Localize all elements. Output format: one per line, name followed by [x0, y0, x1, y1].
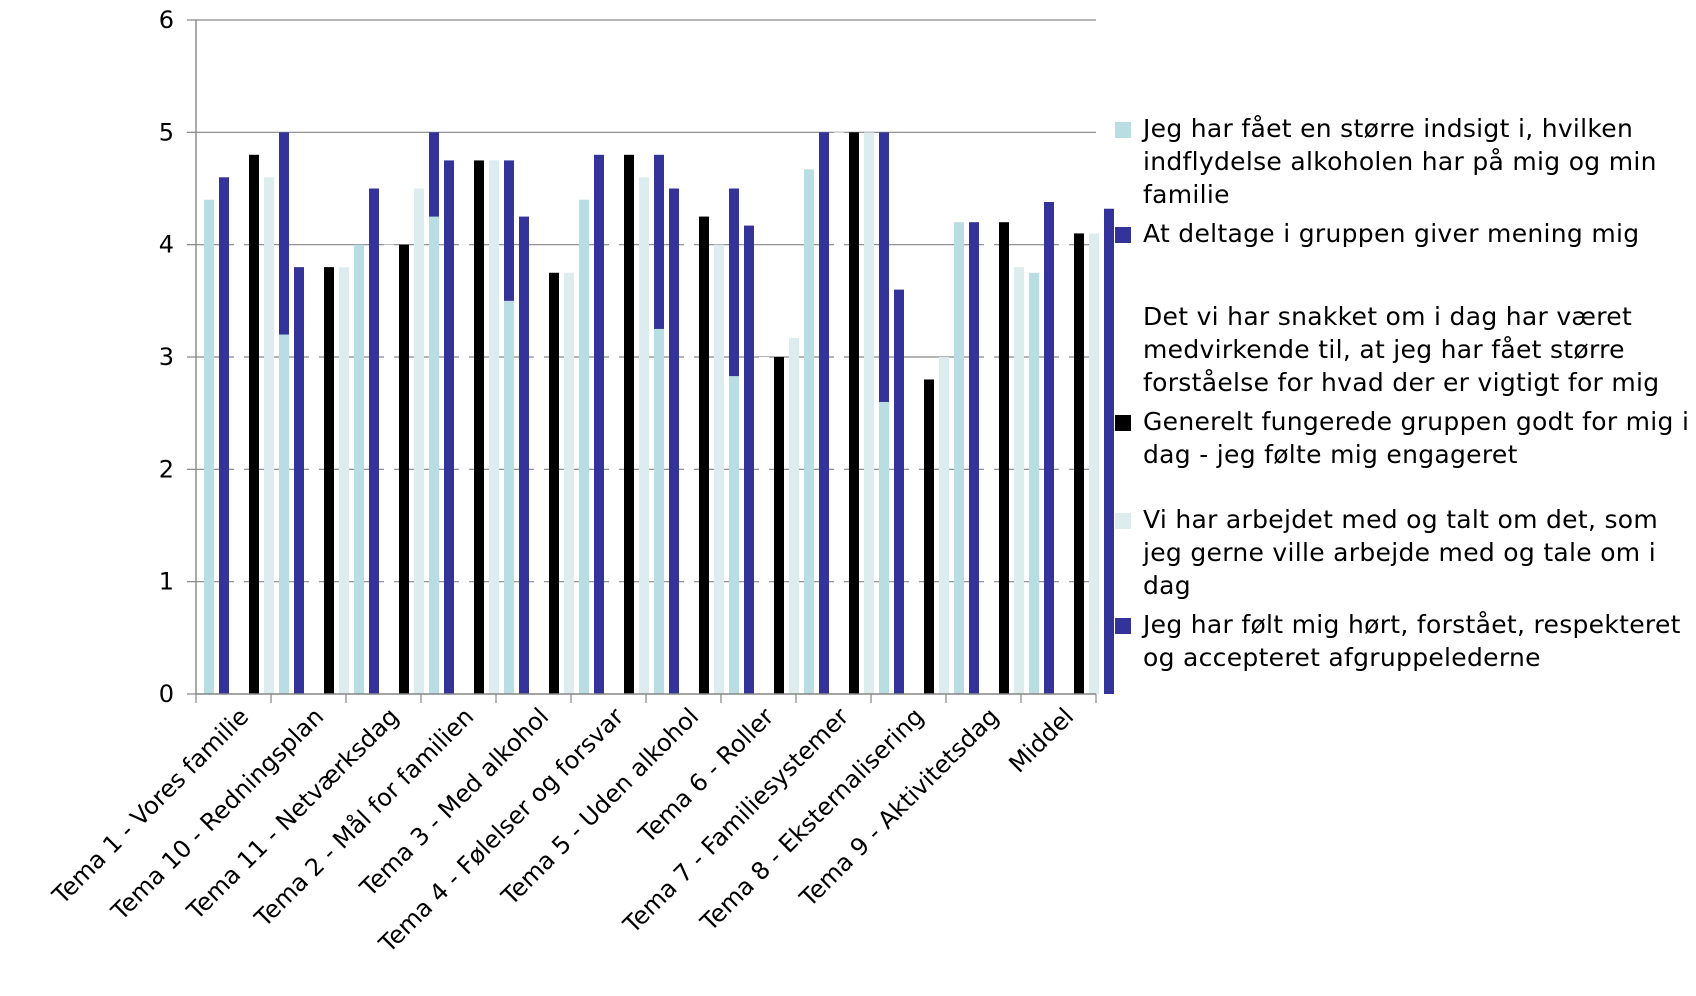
bar-3 — [984, 222, 994, 694]
legend-label: Generelt fungerede gruppen godt for mig … — [1143, 407, 1690, 469]
bar-5 — [1089, 233, 1099, 694]
bar-5 — [339, 267, 349, 694]
bar-2 — [519, 216, 529, 695]
y-tick-label: 3 — [159, 343, 174, 371]
legend-label: Det vi har snakket om i dag har været me… — [1143, 302, 1660, 397]
bar-5 — [264, 177, 274, 694]
bar-3 — [1059, 233, 1069, 694]
bar-6 — [1104, 208, 1114, 694]
axes — [187, 19, 1097, 703]
bar-1 — [804, 169, 814, 695]
y-tick-label: 0 — [159, 680, 174, 708]
bar-1 — [1029, 272, 1039, 694]
bar-5 — [414, 188, 424, 694]
bar-3 — [609, 154, 619, 695]
legend-swatch — [1115, 513, 1131, 529]
bar-4 — [474, 160, 484, 694]
bar-2 — [219, 177, 229, 694]
bar-1 — [504, 300, 514, 694]
bar-5 — [789, 337, 799, 694]
bar-4 — [549, 272, 559, 694]
bar-5 — [564, 272, 574, 694]
bar-4 — [324, 267, 334, 694]
bar-3 — [309, 267, 319, 694]
bar-5 — [639, 177, 649, 694]
y-tick-label: 2 — [159, 455, 174, 483]
legend-swatch — [1115, 122, 1131, 138]
bar-2 — [969, 222, 979, 694]
bar-2 — [894, 289, 904, 694]
bar-5 — [489, 160, 499, 694]
legend-label: Vi har arbejdet med og talt om det, som … — [1143, 505, 1659, 600]
legend-item: At deltage i gruppen giver mening mig — [1115, 217, 1695, 250]
bar-4 — [999, 222, 1009, 694]
bar-4 — [624, 154, 634, 695]
bar-1 — [279, 334, 289, 694]
legend-label: At deltage i gruppen giver mening mig — [1143, 219, 1640, 248]
bar-5 — [939, 357, 949, 694]
bar-4 — [249, 154, 259, 695]
bar-4 — [774, 357, 784, 694]
legend-item: Jeg har fået en større indsigt i, hvilke… — [1115, 112, 1695, 211]
legend: Jeg har fået en større indsigt i, hvilke… — [1115, 112, 1695, 674]
bar-3 — [534, 272, 544, 694]
legend-swatch — [1115, 227, 1131, 243]
bar-1 — [654, 328, 664, 694]
bar-2 — [594, 154, 604, 695]
legend-item: Jeg har følt mig hørt, forstået, respekt… — [1115, 608, 1695, 674]
bar-3 — [834, 132, 844, 695]
bar-1 — [954, 222, 964, 694]
bar-1 — [354, 244, 364, 694]
bar-5 — [864, 132, 874, 695]
bar-4 — [699, 216, 709, 695]
bar-2 — [744, 225, 754, 694]
bar-2 — [819, 132, 829, 695]
bar-3 — [459, 160, 469, 694]
legend-swatch — [1115, 618, 1131, 634]
bar-1 — [429, 216, 439, 695]
bar-2 — [369, 188, 379, 694]
legend-item: Vi har arbejdet med og talt om det, som … — [1115, 503, 1695, 602]
x-tick-label: Tema 6 - Roller — [633, 702, 780, 849]
bar-2 — [1044, 201, 1054, 695]
legend-item: Generelt fungerede gruppen godt for mig … — [1115, 405, 1695, 471]
bar-5 — [1014, 267, 1024, 694]
bar-3 — [909, 379, 919, 694]
bars — [204, 132, 1114, 695]
bar-1 — [204, 199, 214, 694]
legend-label: Jeg har fået en større indsigt i, hvilke… — [1143, 114, 1657, 209]
bar-1 — [729, 376, 739, 694]
y-axis-ticks: 0 1 2 3 4 5 6 — [159, 6, 174, 708]
bar-4 — [1074, 233, 1084, 694]
y-tick-label: 6 — [159, 6, 174, 34]
bar-4 — [849, 132, 859, 695]
bar-1 — [579, 199, 589, 694]
x-tick-label: Middel — [1003, 702, 1079, 778]
legend-swatch — [1115, 415, 1131, 431]
bar-3 — [759, 357, 769, 694]
bar-1 — [879, 401, 889, 694]
legend-swatch — [1115, 310, 1131, 326]
bar-2 — [444, 160, 454, 694]
legend-label: Jeg har følt mig hørt, forstået, respekt… — [1143, 610, 1681, 672]
bar-3 — [234, 154, 244, 695]
y-tick-label: 1 — [159, 568, 174, 596]
bar-2 — [294, 267, 304, 694]
bar-3 — [384, 244, 394, 694]
bar-3 — [684, 216, 694, 695]
legend-item: Det vi har snakket om i dag har været me… — [1115, 300, 1695, 399]
bar-4 — [399, 244, 409, 694]
bar-4 — [924, 379, 934, 694]
bar-2 — [669, 188, 679, 694]
y-tick-label: 5 — [159, 118, 174, 146]
y-tick-label: 4 — [159, 231, 174, 259]
bar-5 — [714, 244, 724, 694]
